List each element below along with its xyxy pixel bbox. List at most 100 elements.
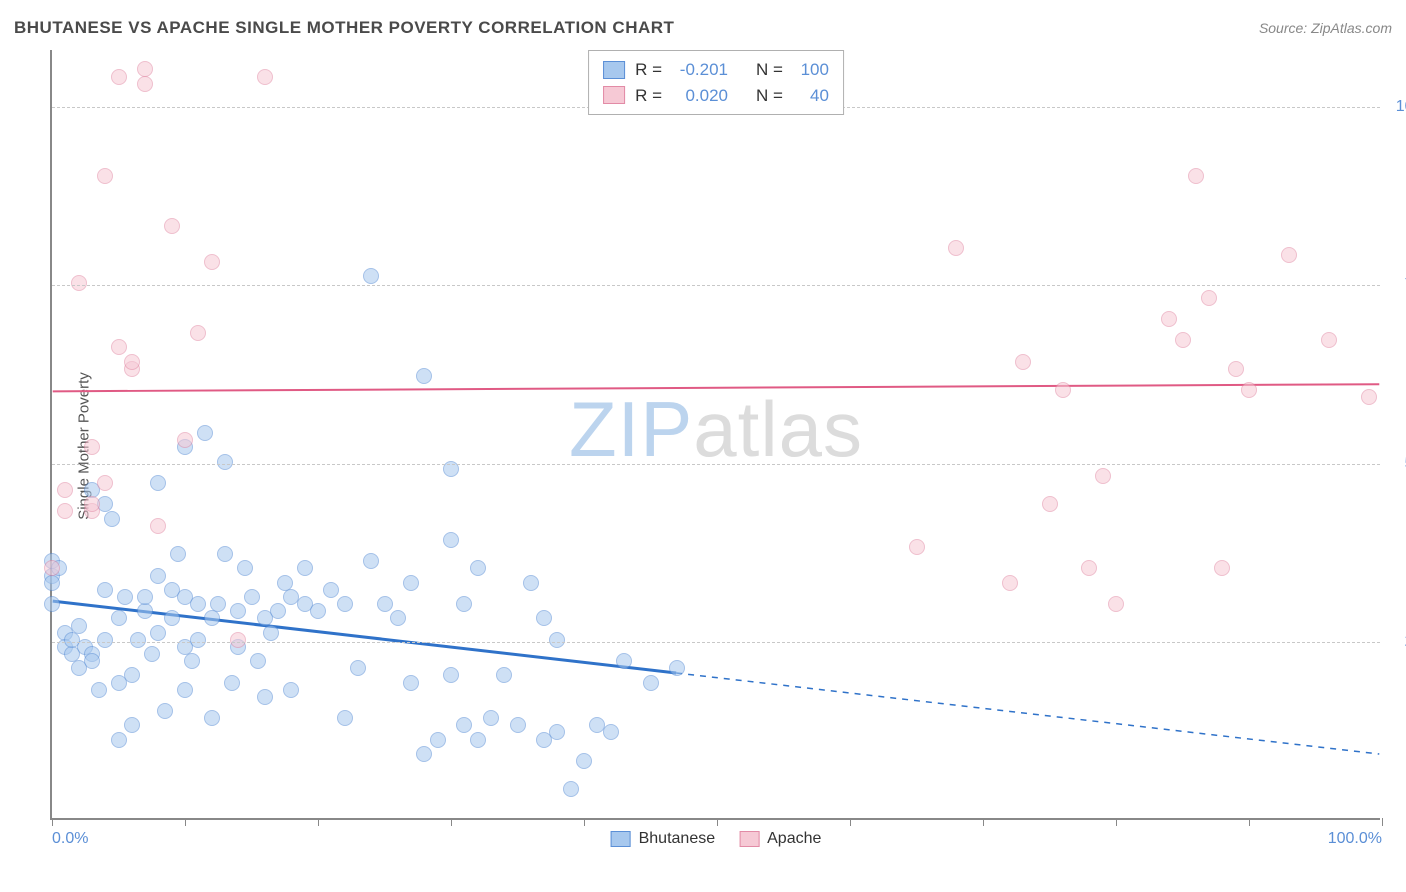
plot-area: ZIPatlas R =-0.201N =100R =0.020N =40 Bh… bbox=[50, 50, 1380, 820]
data-point bbox=[643, 675, 659, 691]
x-tick-label: 100.0% bbox=[1328, 830, 1382, 848]
data-point bbox=[71, 275, 87, 291]
data-point bbox=[430, 732, 446, 748]
data-point bbox=[197, 425, 213, 441]
data-point bbox=[1214, 560, 1230, 576]
data-point bbox=[124, 354, 140, 370]
data-point bbox=[224, 675, 240, 691]
legend-n-value: 100 bbox=[793, 57, 829, 83]
data-point bbox=[250, 653, 266, 669]
data-point bbox=[909, 539, 925, 555]
x-tick bbox=[1249, 818, 1250, 826]
x-tick bbox=[717, 818, 718, 826]
data-point bbox=[549, 632, 565, 648]
data-point bbox=[137, 61, 153, 77]
data-point bbox=[150, 625, 166, 641]
data-point bbox=[536, 610, 552, 626]
data-point bbox=[443, 667, 459, 683]
x-tick-label: 0.0% bbox=[52, 830, 88, 848]
x-tick bbox=[850, 818, 851, 826]
data-point bbox=[137, 603, 153, 619]
x-tick bbox=[983, 818, 984, 826]
data-point bbox=[1108, 596, 1124, 612]
data-point bbox=[150, 475, 166, 491]
data-point bbox=[549, 724, 565, 740]
data-point bbox=[263, 625, 279, 641]
data-point bbox=[190, 596, 206, 612]
legend-swatch bbox=[603, 61, 625, 79]
trend-lines-svg bbox=[52, 50, 1380, 818]
data-point bbox=[456, 596, 472, 612]
y-tick-label: 25.0% bbox=[1390, 633, 1406, 651]
data-point bbox=[177, 682, 193, 698]
source-attribution: Source: ZipAtlas.com bbox=[1259, 20, 1392, 36]
data-point bbox=[44, 560, 60, 576]
data-point bbox=[510, 717, 526, 733]
data-point bbox=[1042, 496, 1058, 512]
x-tick bbox=[1116, 818, 1117, 826]
legend-row: R =0.020N =40 bbox=[603, 83, 829, 109]
data-point bbox=[144, 646, 160, 662]
legend-r-label: R = bbox=[635, 57, 662, 83]
data-point bbox=[230, 603, 246, 619]
trend-line-dashed bbox=[676, 673, 1379, 754]
data-point bbox=[363, 553, 379, 569]
data-point bbox=[170, 546, 186, 562]
data-point bbox=[496, 667, 512, 683]
data-point bbox=[416, 746, 432, 762]
data-point bbox=[57, 503, 73, 519]
data-point bbox=[337, 596, 353, 612]
data-point bbox=[124, 667, 140, 683]
data-point bbox=[363, 268, 379, 284]
legend-r-value: -0.201 bbox=[672, 57, 728, 83]
x-tick bbox=[318, 818, 319, 826]
x-tick bbox=[1382, 818, 1383, 826]
data-point bbox=[377, 596, 393, 612]
y-tick-label: 75.0% bbox=[1390, 276, 1406, 294]
data-point bbox=[230, 632, 246, 648]
data-point bbox=[390, 610, 406, 626]
data-point bbox=[84, 496, 100, 512]
data-point bbox=[1055, 382, 1071, 398]
data-point bbox=[270, 603, 286, 619]
data-point bbox=[204, 710, 220, 726]
data-point bbox=[111, 69, 127, 85]
data-point bbox=[310, 603, 326, 619]
legend-r-value: 0.020 bbox=[672, 83, 728, 109]
data-point bbox=[204, 254, 220, 270]
data-point bbox=[1081, 560, 1097, 576]
data-point bbox=[111, 732, 127, 748]
data-point bbox=[443, 532, 459, 548]
x-tick bbox=[52, 818, 53, 826]
gridline bbox=[52, 285, 1380, 286]
data-point bbox=[403, 675, 419, 691]
data-point bbox=[257, 69, 273, 85]
data-point bbox=[948, 240, 964, 256]
data-point bbox=[1281, 247, 1297, 263]
data-point bbox=[177, 432, 193, 448]
series-legend-label: Bhutanese bbox=[639, 830, 716, 848]
x-tick bbox=[451, 818, 452, 826]
data-point bbox=[204, 610, 220, 626]
chart-header: BHUTANESE VS APACHE SINGLE MOTHER POVERT… bbox=[14, 18, 1392, 38]
data-point bbox=[323, 582, 339, 598]
x-tick bbox=[584, 818, 585, 826]
data-point bbox=[337, 710, 353, 726]
data-point bbox=[1015, 354, 1031, 370]
data-point bbox=[669, 660, 685, 676]
legend-n-label: N = bbox=[756, 57, 783, 83]
data-point bbox=[297, 560, 313, 576]
gridline bbox=[52, 642, 1380, 643]
data-point bbox=[117, 589, 133, 605]
data-point bbox=[1002, 575, 1018, 591]
data-point bbox=[150, 518, 166, 534]
data-point bbox=[97, 168, 113, 184]
data-point bbox=[190, 325, 206, 341]
data-point bbox=[97, 475, 113, 491]
legend-n-value: 40 bbox=[793, 83, 829, 109]
data-point bbox=[104, 511, 120, 527]
data-point bbox=[91, 682, 107, 698]
data-point bbox=[44, 575, 60, 591]
legend-n-label: N = bbox=[756, 83, 783, 109]
data-point bbox=[523, 575, 539, 591]
